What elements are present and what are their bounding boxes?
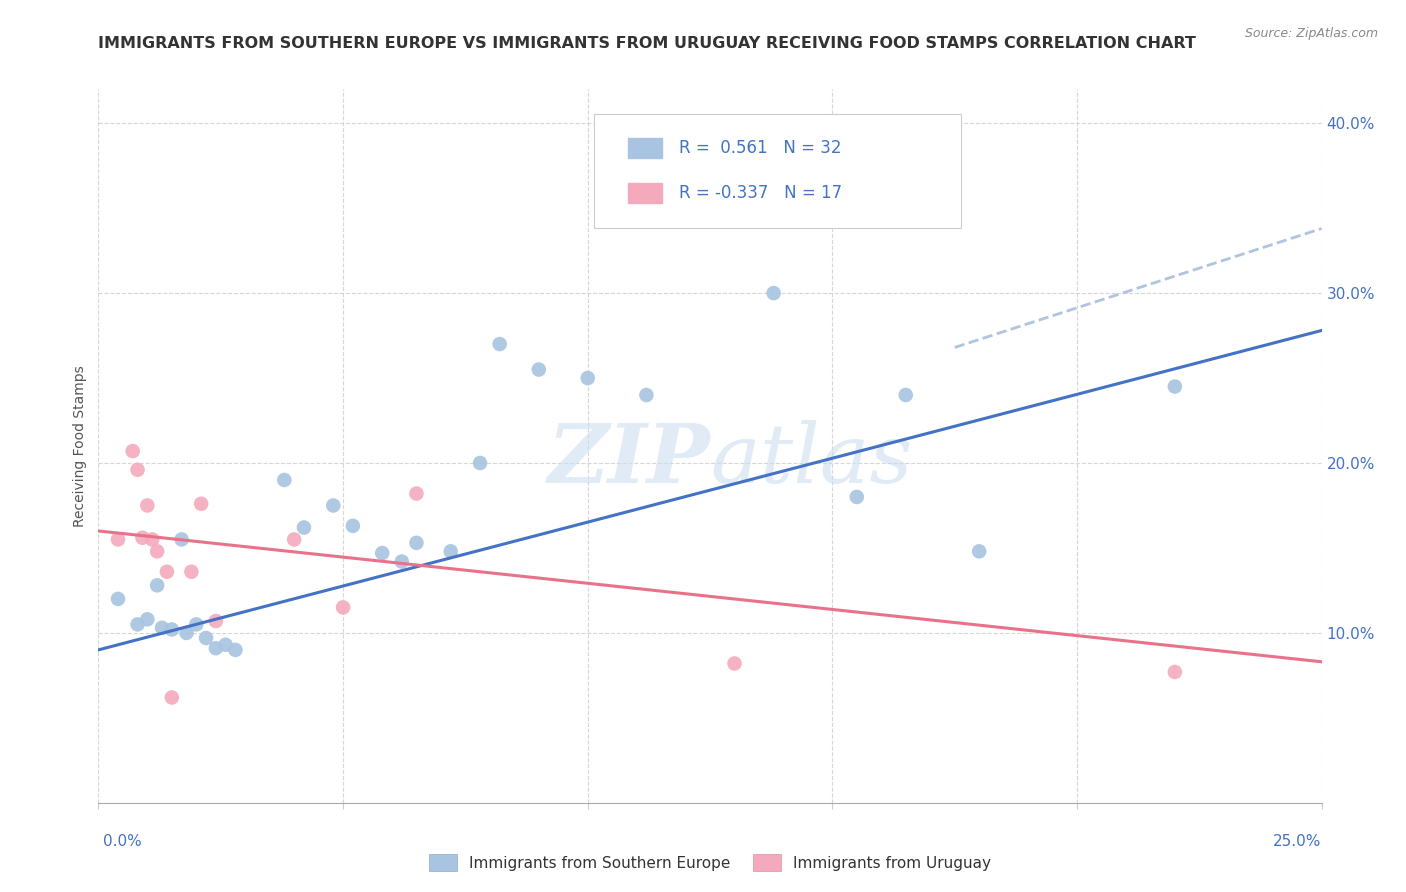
Point [283, 533, 305, 547]
Point [170, 533, 193, 547]
Point [195, 631, 218, 645]
Point [292, 520, 315, 534]
Point [146, 578, 169, 592]
Point [405, 486, 427, 500]
Point [131, 531, 153, 545]
Point [468, 456, 491, 470]
Point [136, 612, 159, 626]
Point [636, 388, 658, 402]
Point [146, 544, 169, 558]
Text: IMMIGRANTS FROM SOUTHERN EUROPE VS IMMIGRANTS FROM URUGUAY RECEIVING FOOD STAMPS: IMMIGRANTS FROM SOUTHERN EUROPE VS IMMIG… [98, 36, 1197, 51]
Point [391, 555, 413, 569]
Point [186, 617, 208, 632]
Point [190, 497, 212, 511]
Text: R =  0.561   N = 32: R = 0.561 N = 32 [679, 139, 842, 157]
Point [894, 388, 917, 402]
Point [176, 626, 198, 640]
Point [527, 362, 550, 376]
Point [762, 286, 785, 301]
Point [332, 600, 354, 615]
Point [699, 201, 721, 215]
Point [273, 473, 295, 487]
Point [845, 490, 868, 504]
Point [180, 565, 202, 579]
Point [127, 463, 149, 477]
Point [405, 536, 427, 550]
Point [107, 533, 129, 547]
Point [371, 546, 394, 560]
Point [160, 623, 183, 637]
Point [107, 591, 129, 606]
Point [160, 690, 183, 705]
Point [205, 641, 228, 656]
Point [127, 617, 149, 632]
Point [136, 499, 159, 513]
Point [1164, 665, 1187, 679]
Point [141, 533, 163, 547]
Point [723, 657, 745, 671]
Y-axis label: Receiving Food Stamps: Receiving Food Stamps [73, 365, 87, 527]
Bar [628, 183, 662, 202]
Point [205, 614, 228, 628]
Text: R = -0.337   N = 17: R = -0.337 N = 17 [679, 184, 842, 202]
Point [488, 337, 510, 351]
Point [1164, 379, 1187, 393]
FancyBboxPatch shape [593, 114, 960, 228]
Point [322, 499, 344, 513]
Text: 0.0%: 0.0% [103, 834, 142, 849]
Point [576, 371, 599, 385]
Point [342, 519, 364, 533]
Point [121, 444, 143, 458]
Text: 25.0%: 25.0% [1274, 834, 1322, 849]
Point [967, 544, 990, 558]
Text: atlas: atlas [710, 420, 912, 500]
Text: Source: ZipAtlas.com: Source: ZipAtlas.com [1244, 27, 1378, 40]
Legend: Immigrants from Southern Europe, Immigrants from Uruguay: Immigrants from Southern Europe, Immigra… [423, 848, 997, 877]
Point [214, 638, 236, 652]
Point [224, 643, 246, 657]
Point [440, 544, 463, 558]
Point [150, 621, 173, 635]
Bar [628, 138, 662, 159]
Text: ZIP: ZIP [547, 420, 710, 500]
Point [156, 565, 179, 579]
